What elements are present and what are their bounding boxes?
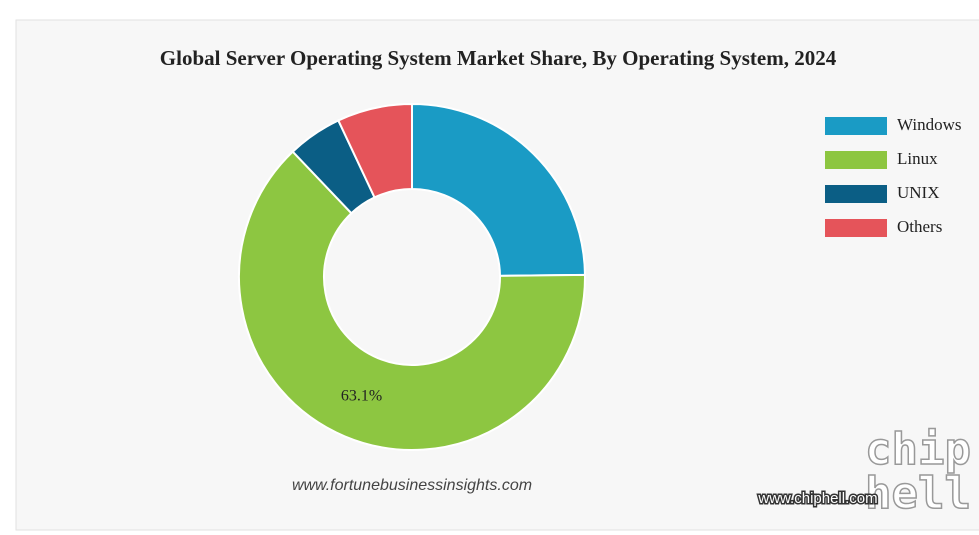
card	[15, 19, 979, 531]
value-label: 63.1%	[341, 387, 382, 404]
slice	[337, 102, 413, 199]
slice	[411, 102, 586, 277]
logo: hell	[865, 468, 971, 519]
legend-swatch	[825, 117, 887, 135]
legend-swatch	[825, 151, 887, 169]
legend-label: Others	[897, 217, 942, 236]
legend-swatch	[825, 219, 887, 237]
legend-label: Windows	[897, 115, 961, 134]
legend-swatch	[825, 185, 887, 203]
logo: chip	[865, 424, 971, 475]
source: www.fortunebusinessinsights.com	[292, 477, 532, 494]
chart-title: Global Server Operating System Market Sh…	[160, 46, 837, 70]
legend-label: Linux	[897, 149, 938, 168]
legend-label: UNIX	[897, 183, 940, 202]
slice	[238, 150, 586, 451]
watermark: www.chiphell.com	[757, 490, 877, 507]
